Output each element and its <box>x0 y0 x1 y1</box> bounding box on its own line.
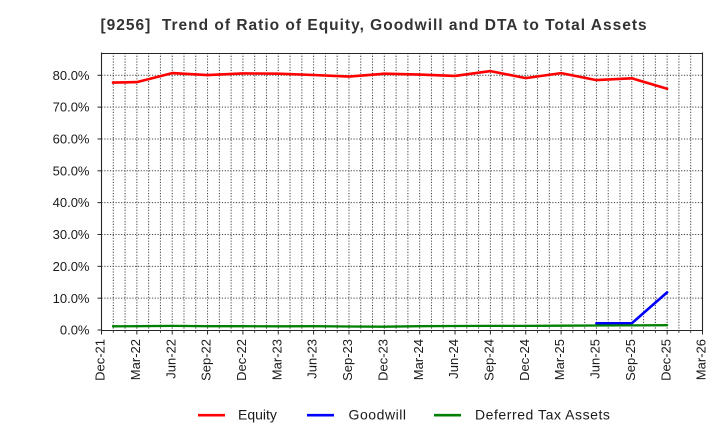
svg-text:Dec-22: Dec-22 <box>234 339 249 381</box>
svg-text:Jun-22: Jun-22 <box>163 339 178 379</box>
svg-text:Dec-21: Dec-21 <box>93 339 108 381</box>
svg-text:Goodwill: Goodwill <box>349 406 407 422</box>
svg-text:Dec-24: Dec-24 <box>517 339 532 381</box>
svg-text:Mar-25: Mar-25 <box>552 339 567 380</box>
svg-text:Mar-26: Mar-26 <box>694 339 709 380</box>
svg-text:Sep-22: Sep-22 <box>199 339 214 381</box>
svg-text:Sep-25: Sep-25 <box>623 339 638 381</box>
svg-text:Mar-24: Mar-24 <box>411 339 426 380</box>
svg-text:Sep-23: Sep-23 <box>340 339 355 381</box>
svg-text:80.0%: 80.0% <box>53 68 90 83</box>
svg-text:10.0%: 10.0% <box>53 291 90 306</box>
svg-text:70.0%: 70.0% <box>53 100 90 115</box>
svg-text:0.0%: 0.0% <box>60 323 90 338</box>
svg-text:Jun-25: Jun-25 <box>588 339 603 379</box>
svg-text:Deferred Tax Assets: Deferred Tax Assets <box>475 406 610 422</box>
svg-text:Dec-25: Dec-25 <box>658 339 673 381</box>
svg-text:[9256] Trend of Ratio of Equi: [9256] Trend of Ratio of Equity, Goodwil… <box>101 17 648 34</box>
svg-text:Mar-22: Mar-22 <box>128 339 143 380</box>
svg-text:Jun-23: Jun-23 <box>305 339 320 379</box>
svg-text:40.0%: 40.0% <box>53 195 90 210</box>
svg-text:50.0%: 50.0% <box>53 163 90 178</box>
svg-text:Jun-24: Jun-24 <box>446 339 461 379</box>
svg-text:Dec-23: Dec-23 <box>375 339 390 381</box>
svg-text:30.0%: 30.0% <box>53 227 90 242</box>
svg-text:20.0%: 20.0% <box>53 259 90 274</box>
svg-text:Sep-24: Sep-24 <box>481 339 496 381</box>
svg-text:Equity: Equity <box>238 406 277 422</box>
svg-text:Mar-23: Mar-23 <box>269 339 284 380</box>
svg-text:60.0%: 60.0% <box>53 132 90 147</box>
